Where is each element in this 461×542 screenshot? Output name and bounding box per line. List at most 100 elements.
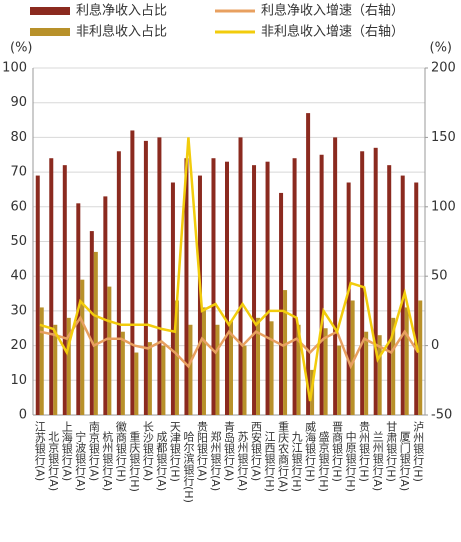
y-tick-label: 100 bbox=[2, 61, 27, 76]
bar bbox=[116, 151, 121, 415]
x-tick-label: 盛京银行(H) bbox=[317, 430, 330, 492]
bar bbox=[404, 307, 409, 415]
y-tick-label: 0 bbox=[19, 408, 27, 423]
bar bbox=[373, 147, 378, 415]
y2-axis-label: (%) bbox=[430, 41, 453, 56]
x-tick-label: 成都银行(A) bbox=[155, 431, 168, 491]
x-tick-label: 厦门银行(A) bbox=[398, 431, 411, 491]
y-axis-label: (%) bbox=[10, 41, 33, 56]
bar bbox=[346, 182, 351, 415]
legend-swatch bbox=[30, 7, 70, 15]
y-tick-label: 50 bbox=[10, 234, 27, 249]
y-tick-label: 60 bbox=[10, 199, 27, 214]
bar bbox=[265, 161, 270, 415]
x-tick-label: 中原银行(H) bbox=[344, 431, 357, 492]
x-tick-label: 哈尔滨银行(H) bbox=[182, 431, 195, 503]
bar bbox=[130, 130, 135, 415]
bar bbox=[242, 345, 247, 415]
bar bbox=[170, 182, 175, 415]
bar bbox=[418, 300, 423, 415]
bar bbox=[252, 165, 257, 415]
x-tick-label: 重庆农商行(A) bbox=[277, 420, 290, 492]
x-tick-label: 郑州银行(A) bbox=[209, 430, 222, 491]
bar bbox=[103, 196, 108, 415]
bar bbox=[49, 158, 54, 415]
bar bbox=[66, 317, 71, 415]
bar bbox=[161, 345, 166, 415]
bar bbox=[143, 140, 148, 415]
x-tick-label: 南京银行(A) bbox=[87, 421, 100, 481]
bar bbox=[229, 321, 233, 415]
y-tick-label: 40 bbox=[10, 269, 27, 284]
x-tick-label: 天津银行(H) bbox=[168, 421, 181, 482]
x-tick-label: 上海银行(A) bbox=[60, 421, 73, 481]
x-tick-label: 泸州银行(H) bbox=[412, 421, 425, 482]
bar bbox=[269, 321, 274, 415]
bar bbox=[360, 151, 365, 415]
y2-tick-label: 200 bbox=[431, 61, 456, 76]
bar bbox=[306, 113, 311, 416]
bar bbox=[279, 192, 284, 415]
bar bbox=[35, 175, 40, 415]
x-tick-label: 重庆银行(H) bbox=[128, 430, 141, 492]
line bbox=[39, 137, 420, 402]
x-tick-label: 北京银行(A) bbox=[47, 431, 60, 491]
bar bbox=[188, 324, 193, 415]
x-tick-label: 甘肃银行(H) bbox=[385, 421, 398, 482]
x-tick-label: 威海银行(H) bbox=[304, 421, 317, 482]
bar bbox=[134, 352, 139, 415]
y-tick-label: 30 bbox=[10, 303, 27, 318]
bar bbox=[337, 345, 342, 415]
x-tick-label: 贵州银行(H) bbox=[358, 421, 371, 482]
x-tick-label: 杭州银行(A) bbox=[101, 430, 114, 491]
bar bbox=[120, 331, 125, 415]
bar bbox=[93, 251, 98, 415]
bar bbox=[238, 137, 243, 415]
legend-label: 非利息收入占比 bbox=[76, 24, 167, 40]
bar bbox=[184, 158, 189, 415]
bar bbox=[215, 324, 220, 415]
bar bbox=[333, 137, 338, 415]
y2-tick-label: 150 bbox=[431, 130, 456, 145]
bar bbox=[225, 161, 229, 415]
legend-swatch bbox=[30, 28, 70, 36]
bar bbox=[364, 331, 369, 415]
bar bbox=[350, 300, 355, 415]
bar bbox=[256, 317, 261, 415]
bar bbox=[107, 286, 112, 415]
x-tick-label: 兰州银行(A) bbox=[371, 431, 384, 491]
y2-tick-label: 0 bbox=[431, 338, 439, 353]
bar bbox=[292, 158, 297, 415]
bar bbox=[211, 158, 216, 415]
bar bbox=[391, 317, 396, 415]
bar bbox=[387, 165, 392, 415]
bar bbox=[283, 290, 288, 415]
x-tick-label: 长沙银行(A) bbox=[141, 421, 154, 481]
x-tick-label: 贵阳银行(A) bbox=[195, 421, 208, 481]
y-tick-label: 20 bbox=[10, 338, 27, 353]
bar bbox=[62, 165, 67, 415]
bar bbox=[174, 300, 179, 415]
y-tick-label: 90 bbox=[10, 95, 27, 110]
y2-tick-label: 50 bbox=[431, 269, 448, 284]
x-tick-label: 江苏银行(A) bbox=[33, 421, 46, 481]
y-tick-label: 70 bbox=[10, 165, 27, 180]
bar bbox=[39, 307, 44, 415]
x-tick-label: 江西银行(H) bbox=[263, 431, 276, 492]
y2-tick-label: 100 bbox=[431, 199, 456, 214]
bar bbox=[414, 182, 419, 415]
bar bbox=[89, 231, 94, 415]
x-tick-label: 晋商银行(H) bbox=[331, 421, 344, 482]
line bbox=[39, 315, 420, 370]
y-tick-label: 80 bbox=[10, 130, 27, 145]
bar bbox=[147, 342, 152, 415]
x-tick-label: 徽商银行(H) bbox=[114, 420, 127, 482]
bar bbox=[80, 279, 85, 415]
x-tick-label: 九江银行(H) bbox=[290, 431, 303, 492]
x-tick-label: 苏州银行(A) bbox=[236, 431, 249, 491]
bar bbox=[377, 335, 382, 415]
bar bbox=[53, 324, 58, 415]
x-tick-label: 青岛银行(A) bbox=[223, 421, 236, 481]
legend-label: 利息净收入占比 bbox=[76, 3, 167, 19]
